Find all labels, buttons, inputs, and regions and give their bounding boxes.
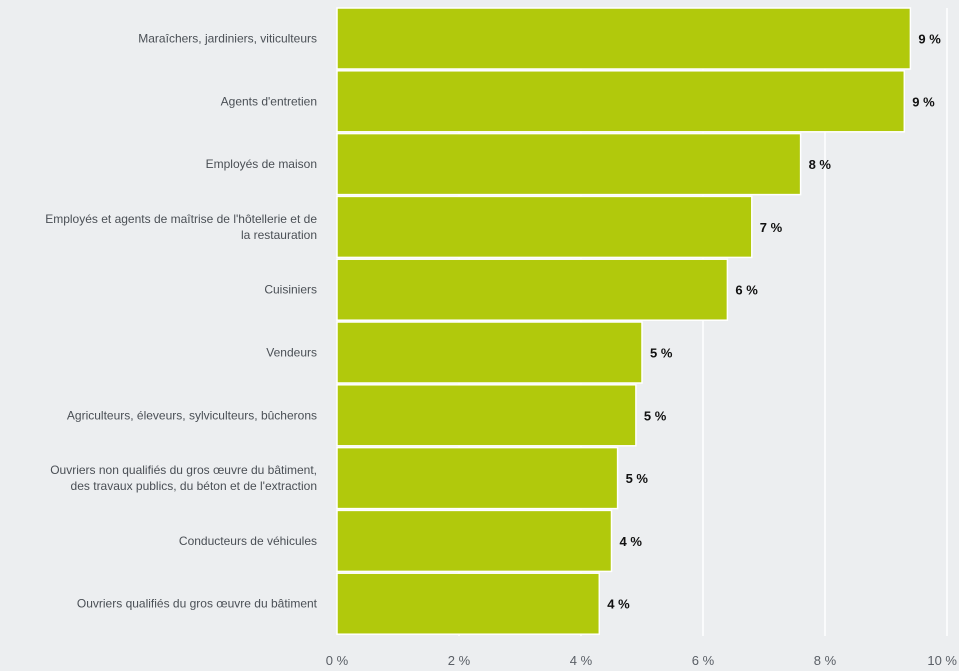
- category-label: Ouvriers non qualifiés du gros œuvre du …: [50, 463, 317, 477]
- category-labels: Maraîchers, jardiniers, viticulteurs Agen…: [45, 32, 317, 611]
- x-axis-ticks: 0 % 2 % 4 % 6 % 8 % 10 %: [326, 653, 958, 668]
- value-label: 8 %: [809, 157, 832, 172]
- category-label: Vendeurs: [266, 346, 317, 360]
- value-label: 4 %: [620, 534, 643, 549]
- bar: [336, 572, 601, 635]
- category-label: Employés et agents de maîtrise de l'hôte…: [45, 212, 317, 226]
- bars: [336, 7, 912, 635]
- value-labels: 9 % 9 % 8 % 7 % 6 % 5 % 5 % 5 % 4 % 4 %: [607, 32, 941, 612]
- value-label: 7 %: [760, 220, 783, 235]
- category-label: Agents d'entretien: [221, 94, 317, 108]
- value-label: 6 %: [735, 283, 758, 298]
- x-tick-label: 2 %: [448, 653, 471, 668]
- bar: [336, 70, 906, 133]
- value-label: 9 %: [918, 32, 941, 47]
- category-label: Conducteurs de véhicules: [179, 534, 317, 548]
- category-label: des travaux publics, du béton et de l'ex…: [71, 479, 317, 493]
- bar: [336, 509, 613, 573]
- category-label: Maraîchers, jardiniers, viticulteurs: [138, 32, 317, 46]
- bar: [336, 384, 637, 447]
- value-label: 5 %: [644, 408, 667, 423]
- category-label: Ouvriers qualifiés du gros œuvre du bâti…: [77, 597, 318, 611]
- value-label: 5 %: [650, 346, 673, 361]
- bar: [336, 321, 643, 384]
- value-label: 9 %: [912, 94, 935, 109]
- category-label: la restauration: [241, 228, 317, 242]
- x-tick-label: 6 %: [692, 653, 715, 668]
- x-tick-label: 4 %: [570, 653, 593, 668]
- bar: [336, 258, 729, 321]
- bar: [336, 446, 619, 510]
- bar: [336, 7, 912, 70]
- x-tick-label: 10 %: [927, 653, 957, 668]
- value-label: 4 %: [607, 597, 630, 612]
- category-label: Cuisiniers: [264, 283, 317, 297]
- category-label: Agriculteurs, éleveurs, sylviculteurs, b…: [67, 408, 317, 422]
- bar: [336, 132, 802, 196]
- bar: [336, 195, 753, 259]
- x-tick-label: 0 %: [326, 653, 349, 668]
- value-label: 5 %: [626, 471, 649, 486]
- category-label: Employés de maison: [206, 157, 317, 171]
- x-tick-label: 8 %: [814, 653, 837, 668]
